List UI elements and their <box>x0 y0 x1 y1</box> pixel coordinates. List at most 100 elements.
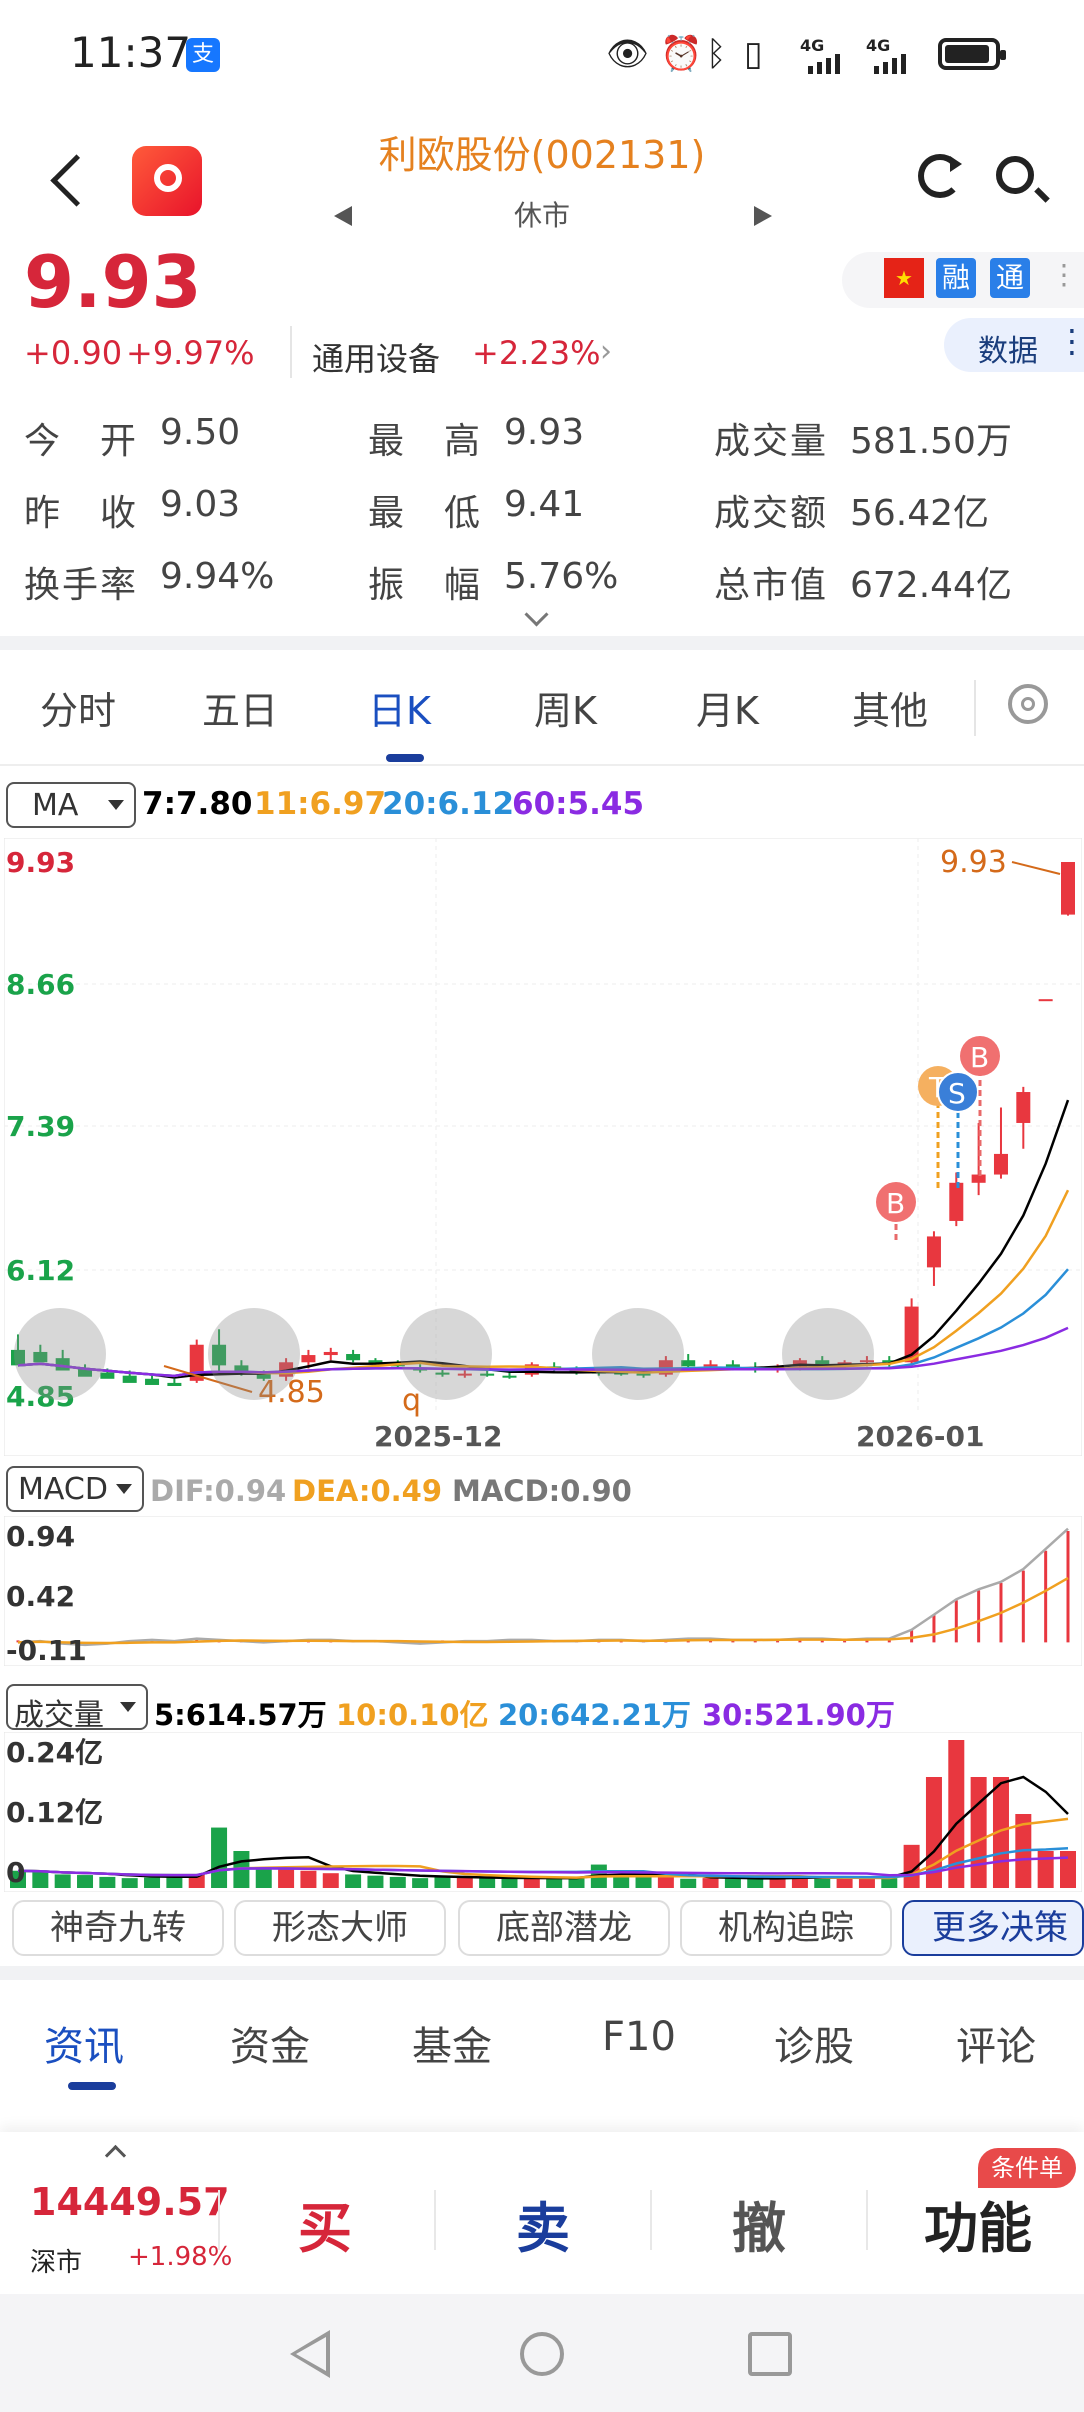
pill-institution-track[interactable]: 机构追踪 <box>680 1900 892 1956</box>
more-dots-icon[interactable]: ⋮ <box>1050 258 1078 291</box>
data-button[interactable]: 数据 ⋮ <box>944 318 1084 372</box>
macd-chart[interactable]: 0.94 0.42 -0.11 <box>4 1516 1082 1666</box>
candle <box>502 1375 517 1378</box>
tab-five-day[interactable]: 五日 <box>202 689 279 733</box>
price-axis-label: 9.93 <box>6 846 75 879</box>
dif-value: DIF:0.94 <box>150 1474 287 1508</box>
tab-news[interactable]: 资讯 <box>44 2024 124 2070</box>
low-price-label: 4.85 <box>258 1375 325 1410</box>
sector-name[interactable]: 通用设备 <box>312 340 441 378</box>
volume-bar <box>1037 1851 1054 1888</box>
pill-bottom-dragon[interactable]: 底部潜龙 <box>458 1900 670 1956</box>
tab-monthly-k[interactable]: 月K <box>696 689 759 733</box>
conditional-order-badge[interactable]: 条件单 <box>978 2148 1076 2188</box>
nav-home-icon[interactable] <box>520 2332 564 2376</box>
tab-diagnose[interactable]: 诊股 <box>774 2024 854 2070</box>
section-divider <box>0 636 1084 650</box>
macd-axis-label: 0.94 <box>6 1520 75 1553</box>
candle <box>33 1351 48 1363</box>
candle <box>926 1236 941 1268</box>
zoom-in-button[interactable] <box>592 1308 684 1400</box>
kline-chart[interactable]: 9.93 8.66 7.39 6.12 4.85 2025-12 2026-01… <box>4 838 1082 1456</box>
candle <box>11 1349 25 1366</box>
candle <box>256 1372 271 1379</box>
volume-bar <box>255 1867 272 1888</box>
function-button[interactable]: 功能 <box>924 2197 1032 2260</box>
ma7-value: 7:7.80 <box>142 786 253 822</box>
active-tab-indicator <box>68 2082 116 2090</box>
scroll-left-button[interactable] <box>208 1308 300 1400</box>
candle <box>145 1378 160 1385</box>
divider <box>866 2190 868 2250</box>
candle <box>1016 1092 1031 1123</box>
refresh-icon[interactable] <box>918 154 962 198</box>
pill-nine-turn[interactable]: 神奇九转 <box>12 1900 224 1956</box>
sell-marker[interactable] <box>937 1071 979 1113</box>
market-status: 休市 <box>513 199 570 232</box>
volume-chart[interactable]: 0.24亿 0.12亿 0 <box>4 1732 1082 1892</box>
tab-fund[interactable]: 基金 <box>412 2024 492 2070</box>
sell-button[interactable]: 卖 <box>516 2197 570 2260</box>
search-icon[interactable] <box>996 156 1034 194</box>
divider <box>218 2190 220 2250</box>
candle <box>435 1372 450 1375</box>
candle <box>636 1373 651 1376</box>
price-change-pct: +9.97% <box>126 334 255 372</box>
tab-funds-flow[interactable]: 资金 <box>230 2024 310 2070</box>
volume-bar <box>121 1878 138 1888</box>
scroll-right-button[interactable] <box>782 1308 874 1400</box>
tab-daily-k[interactable]: 日K <box>368 689 431 733</box>
ma-selector[interactable]: MA <box>6 782 136 828</box>
volume-axis-label: 0.12亿 <box>6 1796 103 1829</box>
dea-value: DEA:0.49 <box>292 1474 443 1508</box>
buy-button[interactable]: 买 <box>298 2197 352 2260</box>
tab-weekly-k[interactable]: 周K <box>534 689 597 733</box>
pill-pattern-master[interactable]: 形态大师 <box>234 1900 446 1956</box>
candle <box>882 1360 897 1363</box>
volume-selector[interactable]: 成交量 <box>6 1684 148 1733</box>
expand-chevron-icon[interactable] <box>524 602 549 627</box>
buy-marker-2[interactable] <box>960 1036 1000 1076</box>
chevron-right-icon[interactable]: › <box>600 334 612 369</box>
stat-label: 成交额 <box>714 493 829 534</box>
volume-bar <box>54 1874 71 1888</box>
nav-back-icon[interactable] <box>290 2330 330 2378</box>
ma60-line <box>17 1326 1069 1378</box>
app-logo[interactable] <box>132 146 202 216</box>
cancel-order-button[interactable]: 撤 <box>732 2197 786 2260</box>
candle <box>993 1153 1008 1175</box>
price-axis-label: 8.66 <box>6 968 75 1001</box>
index-value[interactable]: 14449.57 <box>30 2180 230 2224</box>
eye-icon: 👁 <box>606 34 650 74</box>
volume-bar <box>322 1873 339 1888</box>
chart-frame <box>4 838 1082 1456</box>
volume-bar <box>367 1875 384 1888</box>
stat-label: 换手率 <box>24 565 139 606</box>
stat-value: 9.50 <box>160 412 241 453</box>
nav-recents-icon[interactable] <box>748 2332 792 2376</box>
tab-other[interactable]: 其他 <box>852 689 929 733</box>
tab-comments[interactable]: 评论 <box>956 2024 1036 2070</box>
macd-selector[interactable]: MACD <box>6 1466 144 1512</box>
tab-timeshare[interactable]: 分时 <box>40 689 117 733</box>
next-stock-arrow[interactable] <box>754 206 772 226</box>
tab-f10[interactable]: F10 <box>602 2014 676 2060</box>
prev-stock-arrow[interactable] <box>334 206 352 226</box>
sector-change-pct[interactable]: +2.23% <box>472 334 601 372</box>
pill-more-decisions[interactable]: 更多决策 <box>902 1900 1084 1956</box>
stat-label: 昨 收 <box>24 493 139 534</box>
stock-title[interactable]: 利欧股份(002131) <box>378 133 706 177</box>
candle <box>681 1360 696 1367</box>
buy-marker[interactable] <box>876 1182 916 1222</box>
sell-marker-label: S <box>948 1077 966 1110</box>
volume-bar <box>858 1878 875 1888</box>
volume-bar <box>389 1876 406 1888</box>
gear-icon[interactable] <box>1008 684 1048 724</box>
candle <box>792 1360 807 1367</box>
candle <box>614 1372 629 1375</box>
volume-bar <box>814 1877 831 1888</box>
scroll-left-far-button[interactable] <box>14 1308 106 1400</box>
zoom-out-button[interactable] <box>400 1308 492 1400</box>
alarm-icon: ⏰ <box>660 34 703 74</box>
stat-label: 总市值 <box>714 565 829 606</box>
